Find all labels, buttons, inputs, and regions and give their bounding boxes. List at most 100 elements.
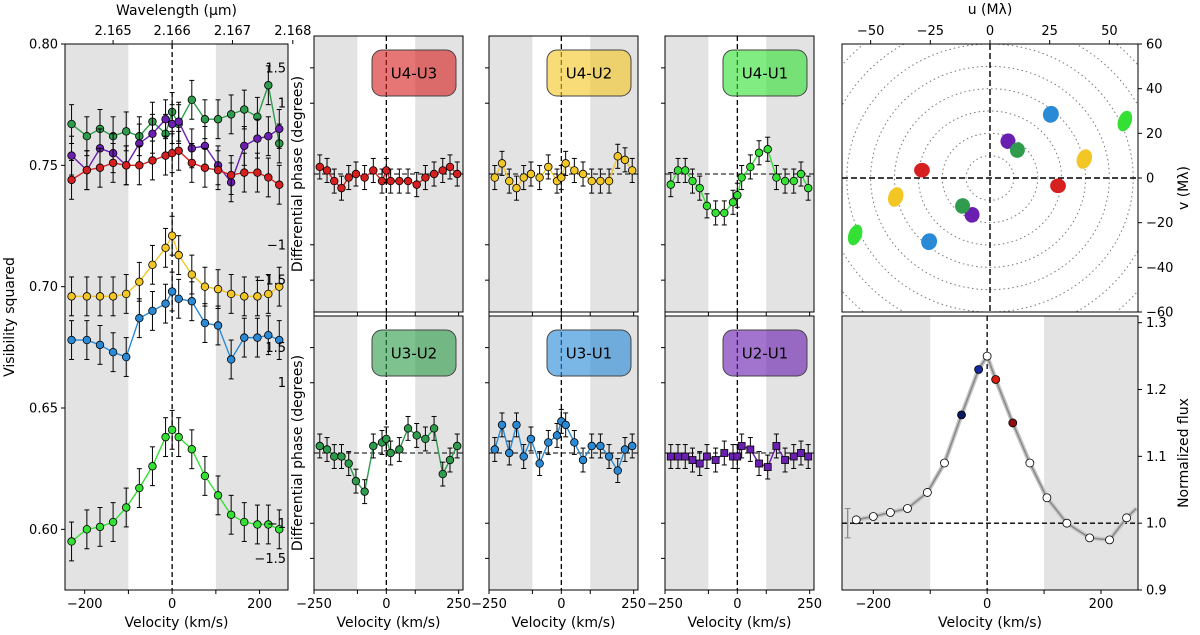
y-axis-label: Visibility squared xyxy=(2,257,18,377)
visibility-U4-U1-point xyxy=(253,520,262,529)
phase-U3-U1-point xyxy=(596,441,605,451)
phase-U3-U2-point xyxy=(344,459,353,468)
phase-U3-U1-point xyxy=(578,455,588,465)
phase-U3-U1-point xyxy=(552,431,562,440)
phase-U4-U1-point xyxy=(772,173,781,182)
phase-U4-U1-point xyxy=(666,180,675,189)
y-tick-label: 40 xyxy=(1146,82,1163,97)
y-tick-label: 1.3 xyxy=(1146,316,1167,331)
visibility-U4-U1-point xyxy=(167,425,177,435)
phase-U4-U3-point xyxy=(412,180,421,189)
visibility-U2-U1-point xyxy=(161,115,170,124)
visibility-U4-U1-point xyxy=(135,483,144,493)
phase-U3-U1-point xyxy=(497,420,507,430)
x-tick-label: −50 xyxy=(857,24,884,39)
phase-U3-U1-point xyxy=(519,452,528,461)
phase-series xyxy=(315,154,462,201)
visibility-U4-U3-point xyxy=(240,168,249,177)
x-tick-label: −250 xyxy=(471,597,507,612)
y-axis-label: Differential phase (degrees) xyxy=(290,76,306,272)
flux-point xyxy=(1085,533,1095,543)
visibility-U4-U3-point xyxy=(264,173,273,182)
flux-point xyxy=(991,375,1001,384)
shaded-region xyxy=(1044,316,1138,590)
axes-frame xyxy=(313,35,464,313)
y-tick-label: −40 xyxy=(1146,261,1173,276)
phase-U3-U2-point xyxy=(360,487,369,496)
visibility-U3-U1-point xyxy=(200,318,210,328)
x-tick-label: 250 xyxy=(446,597,471,612)
axes-frame xyxy=(313,315,464,591)
y-tick-label: 0.75 xyxy=(29,159,58,174)
visibility-U3-U1-point xyxy=(213,321,223,330)
uv-point-U2-U1 xyxy=(1000,133,1016,149)
visibility-U4-U2-point xyxy=(213,284,223,294)
visibility-U3-U2-point xyxy=(122,127,131,136)
phase-U2-U1-point xyxy=(746,445,755,454)
phase-U3-U1-point xyxy=(535,459,544,468)
axes-frame xyxy=(488,315,639,591)
visibility-U4-U1-point xyxy=(264,520,273,529)
shaded-region xyxy=(842,316,931,590)
visibility-U4-U3-point xyxy=(95,163,105,172)
visibility-U4-U1-point xyxy=(213,491,223,500)
phase-U4-U1-point xyxy=(746,162,755,172)
visibility-U4-U2-point xyxy=(264,289,273,299)
phase-U4-U3-point xyxy=(438,166,447,175)
phase-U4-U2-point xyxy=(620,155,630,165)
visibility-panel: −200 0 200 0.60 0.65 0.70 0.75 0.80 2.165 2.166 2.… xyxy=(2,3,311,631)
uv-point-U3-U2 xyxy=(955,198,970,214)
visibility-U3-U1-point xyxy=(264,331,273,340)
visibility-U4-U1-point xyxy=(148,462,157,471)
phase-U3-U2-point xyxy=(403,424,413,433)
phase-U3-U1-point xyxy=(526,434,536,444)
visibility-U4-U3-point xyxy=(213,165,223,175)
visibility-U3-U1-point xyxy=(135,314,144,323)
phase-series xyxy=(490,143,637,201)
x-tick-label: 250 xyxy=(621,597,646,612)
visibility-U4-U3-point xyxy=(200,163,210,172)
visibility-U3-U1-point xyxy=(148,306,157,316)
visibility-U2-U1-point xyxy=(240,141,249,151)
phase-panel-U3-U2: U3-U2 −250 0 250 1.5 1 −1 −1.5 Differential phas… xyxy=(254,315,471,631)
x-tick-label: −200 xyxy=(855,597,891,612)
baseline-label: U3-U2 xyxy=(391,345,437,363)
visibility-U4-U3-point xyxy=(148,156,157,165)
visibility-U4-U3-point xyxy=(226,170,236,180)
phase-U4-U2-point xyxy=(490,173,499,182)
y-tick-label: 0.70 xyxy=(29,280,58,295)
flux-point xyxy=(885,508,895,517)
phase-U4-U1-point xyxy=(780,176,790,186)
phase-U2-U1-point xyxy=(711,456,720,464)
x-axis-label: Velocity (km/s) xyxy=(938,615,1042,631)
visibility-U4-U1-point xyxy=(161,432,170,442)
phase-U4-U2-point xyxy=(561,159,570,168)
visibility-U2-U1-point xyxy=(253,134,262,143)
phase-U2-U1-point xyxy=(772,442,781,450)
x-tick-label: 0 xyxy=(733,597,741,612)
phase-U4-U1-point xyxy=(688,176,697,186)
phase-U2-U1-point xyxy=(797,449,805,457)
phase-U3-U2-point xyxy=(453,441,462,451)
baseline-label: U4-U3 xyxy=(391,65,437,83)
baseline-label-box xyxy=(722,49,808,97)
visibility-U4-U2-point xyxy=(135,277,144,287)
phase-U3-U1-point xyxy=(620,445,630,454)
phase-U3-U2-point xyxy=(382,434,391,444)
differential-phase-panels: U4-U3 1.5 1 −1 −1.5 Differential phase (degre… xyxy=(254,35,822,631)
flux-point xyxy=(903,504,912,513)
phase-U4-U1-point xyxy=(796,169,806,179)
visibility-U4-U2-point xyxy=(226,289,236,299)
axes-frame xyxy=(664,35,815,313)
phase-series xyxy=(490,408,637,484)
x-tick-label: 200 xyxy=(247,597,272,612)
visibility-U4-U2-point xyxy=(122,289,131,299)
phase-U2-U1-point xyxy=(755,459,763,468)
baseline-label-box xyxy=(371,49,457,97)
visibility-U4-U2-point xyxy=(95,292,105,301)
phase-U4-U3-point xyxy=(360,173,369,182)
visibility-series xyxy=(67,65,284,562)
y-tick-label: −1.5 xyxy=(254,552,286,567)
phase-U4-U3-point xyxy=(403,176,413,186)
y-axis-label: Normalized flux xyxy=(1176,398,1192,508)
